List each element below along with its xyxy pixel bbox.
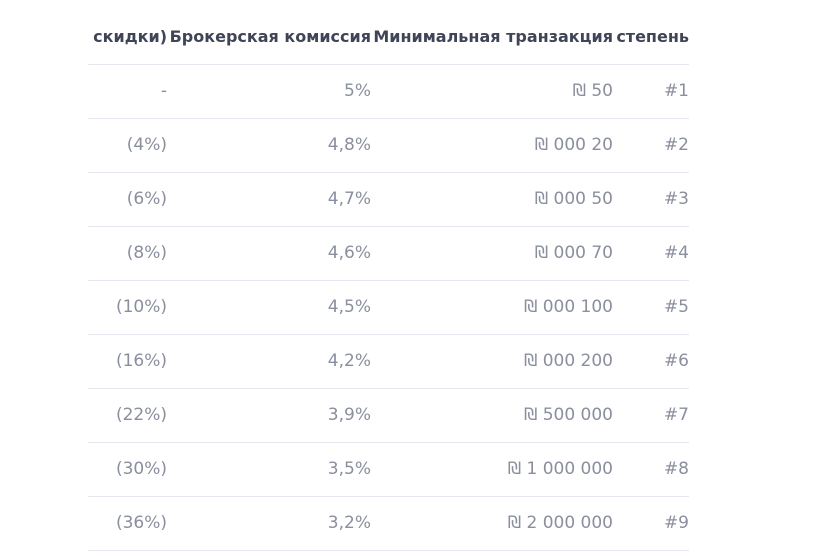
cell-min-transaction: ₪ 000 50 [534,189,613,209]
table-row: (22%) 3,9% ₪ 500 000 #7 [88,388,689,442]
cell-level: #6 [663,351,689,371]
cell-discount: (36%) [115,513,167,533]
cell-level: #7 [663,405,689,425]
cell-discount: (10%) [115,297,167,317]
cell-level: #1 [663,81,689,101]
cell-broker-fee: 4,5% [327,297,371,317]
cell-level: #2 [663,135,689,155]
cell-discount: (16%) [115,351,167,371]
table-row: (16%) 4,2% ₪ 000 200 #6 [88,334,689,388]
cell-broker-fee: 4,8% [327,135,371,155]
cell-broker-fee: 3,9% [327,405,371,425]
cell-level: #8 [663,459,689,479]
cell-discount: (30%) [115,459,167,479]
cell-min-transaction: ₪ 50 [572,81,613,101]
cell-discount: - [160,81,167,101]
cell-min-transaction: ₪ 000 200 [523,351,613,371]
cell-broker-fee: 5% [344,81,371,101]
cell-min-transaction: ₪ 1 000 000 [507,459,613,479]
cell-broker-fee: 3,2% [327,513,371,533]
table-row: (10%) 4,5% ₪ 000 100 #5 [88,280,689,334]
cell-discount: (4%) [126,135,167,155]
cell-discount: (22%) [115,405,167,425]
table-row: - 5% ₪ 50 #1 [88,64,689,118]
table-bottom-border [88,550,689,551]
table-row: (8%) 4,6% ₪ 000 70 #4 [88,226,689,280]
cell-min-transaction: ₪ 000 70 [534,243,613,263]
cell-broker-fee: 4,6% [327,243,371,263]
commission-table: скидки) Брокерская комиссия Минимальная … [88,10,689,551]
cell-min-transaction: ₪ 500 000 [523,405,613,425]
cell-min-transaction: ₪ 000 20 [534,135,613,155]
cell-level: #9 [663,513,689,533]
table-header-row: скидки) Брокерская комиссия Минимальная … [88,10,689,64]
header-min-transaction: Минимальная транзакция [373,27,613,46]
header-broker-fee: Брокерская комиссия [169,27,371,46]
cell-broker-fee: 3,5% [327,459,371,479]
cell-discount: (8%) [126,243,167,263]
table-row: (6%) 4,7% ₪ 000 50 #3 [88,172,689,226]
cell-level: #4 [663,243,689,263]
cell-min-transaction: ₪ 000 100 [523,297,613,317]
cell-level: #3 [663,189,689,209]
table-row: (36%) 3,2% ₪ 2 000 000 #9 [88,496,689,550]
cell-level: #5 [663,297,689,317]
cell-broker-fee: 4,7% [327,189,371,209]
cell-min-transaction: ₪ 2 000 000 [507,513,613,533]
header-discount: скидки) [93,27,167,46]
cell-broker-fee: 4,2% [327,351,371,371]
table-row: (30%) 3,5% ₪ 1 000 000 #8 [88,442,689,496]
table-row: (4%) 4,8% ₪ 000 20 #2 [88,118,689,172]
header-level: степень [616,27,689,46]
cell-discount: (6%) [126,189,167,209]
